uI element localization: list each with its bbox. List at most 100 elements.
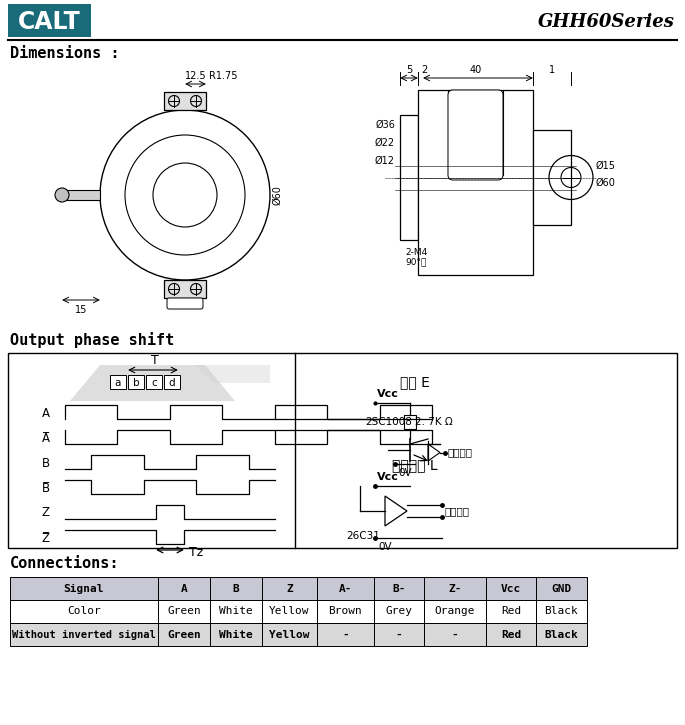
Text: Green: Green [167, 607, 201, 616]
Bar [128, 375, 144, 389]
Text: 15: 15 [75, 305, 87, 315]
Text: Grey: Grey [386, 607, 412, 616]
Text: Ø60: Ø60 [272, 185, 282, 205]
Polygon shape [195, 365, 270, 383]
Polygon shape [70, 365, 235, 401]
Text: -: - [342, 629, 349, 639]
Bar [404, 415, 416, 429]
Text: Output phase shift: Output phase shift [10, 332, 174, 348]
Text: Color: Color [67, 607, 101, 616]
Text: A: A [42, 407, 50, 420]
Text: 输出信号: 输出信号 [448, 447, 473, 457]
Text: Z: Z [286, 584, 293, 594]
Text: -: - [396, 629, 402, 639]
Text: Orange: Orange [435, 607, 475, 616]
Text: b: b [133, 378, 139, 388]
Text: Yellow: Yellow [269, 607, 310, 616]
Text: Yellow: Yellow [269, 629, 310, 639]
Text: A-: A- [339, 584, 352, 594]
Text: -: - [451, 629, 458, 639]
FancyBboxPatch shape [167, 298, 203, 309]
Bar [10, 623, 158, 646]
Text: Ø36: Ø36 [375, 120, 395, 130]
Text: 2. 7K Ω: 2. 7K Ω [415, 417, 453, 427]
Bar [146, 375, 162, 389]
Bar [374, 623, 424, 646]
Bar [400, 115, 418, 240]
Text: Red: Red [501, 629, 521, 639]
Text: White: White [219, 607, 253, 616]
Bar [262, 623, 317, 646]
Text: 40: 40 [469, 65, 482, 75]
Text: CALT: CALT [18, 10, 80, 34]
Text: Without inverted signal: Without inverted signal [12, 629, 156, 639]
Bar [448, 90, 503, 175]
Text: 输出信号: 输出信号 [445, 506, 470, 516]
Text: 0V: 0V [398, 468, 412, 478]
Text: 26C31: 26C31 [346, 531, 380, 541]
Text: Black: Black [545, 607, 578, 616]
Text: 0V: 0V [378, 542, 392, 552]
Text: B̅: B̅ [42, 481, 50, 494]
Text: B: B [42, 457, 50, 470]
Bar [374, 600, 424, 623]
Bar [317, 600, 374, 623]
Bar [158, 623, 210, 646]
Text: GHH60Series: GHH60Series [538, 13, 675, 31]
Bar [533, 130, 571, 225]
Text: 2: 2 [421, 65, 427, 75]
Text: B-: B- [393, 584, 406, 594]
Text: Dimensions :: Dimensions : [10, 46, 119, 60]
Polygon shape [385, 496, 407, 526]
Text: Red: Red [501, 607, 521, 616]
Circle shape [55, 188, 69, 202]
Text: 2-M4: 2-M4 [405, 248, 427, 257]
Text: White: White [219, 629, 253, 639]
Text: R1.75: R1.75 [209, 71, 238, 81]
Text: GND: GND [551, 584, 571, 594]
Bar [374, 577, 424, 600]
Text: Ø12: Ø12 [375, 156, 395, 166]
Text: d: d [169, 378, 175, 388]
Text: 12.5: 12.5 [185, 71, 206, 81]
Text: Green: Green [167, 629, 201, 639]
Text: Z̅: Z̅ [42, 531, 50, 544]
Bar [210, 623, 262, 646]
Bar [110, 375, 126, 389]
Bar [164, 92, 206, 110]
Bar [486, 600, 536, 623]
Bar [262, 577, 317, 600]
Bar [536, 600, 587, 623]
Text: 电压 E: 电压 E [400, 375, 430, 389]
Text: T: T [151, 354, 159, 367]
Bar [164, 375, 180, 389]
Bar [262, 600, 317, 623]
Bar [62, 190, 100, 200]
Text: Z-: Z- [448, 584, 462, 594]
Bar [486, 623, 536, 646]
Text: Z: Z [42, 507, 50, 520]
Bar [158, 600, 210, 623]
Text: 90°等: 90°等 [405, 257, 426, 266]
Text: Ø60: Ø60 [596, 178, 616, 188]
Bar [8, 4, 91, 37]
Bar [10, 600, 158, 623]
Text: a: a [115, 378, 121, 388]
Text: A: A [181, 584, 188, 594]
Text: 2SC1008: 2SC1008 [365, 417, 412, 427]
Bar [8, 353, 677, 548]
Bar [536, 623, 587, 646]
Text: c: c [151, 378, 157, 388]
Text: Ø15: Ø15 [596, 160, 616, 170]
Bar [158, 577, 210, 600]
FancyBboxPatch shape [448, 90, 503, 180]
Text: 5: 5 [406, 65, 412, 75]
Bar [10, 577, 158, 600]
Bar [424, 577, 486, 600]
Text: Ø22: Ø22 [375, 138, 395, 148]
Bar [164, 280, 206, 298]
Text: 长线驱动 L: 长线驱动 L [393, 458, 438, 472]
Bar [210, 577, 262, 600]
Text: 1: 1 [549, 65, 555, 75]
Bar [317, 623, 374, 646]
